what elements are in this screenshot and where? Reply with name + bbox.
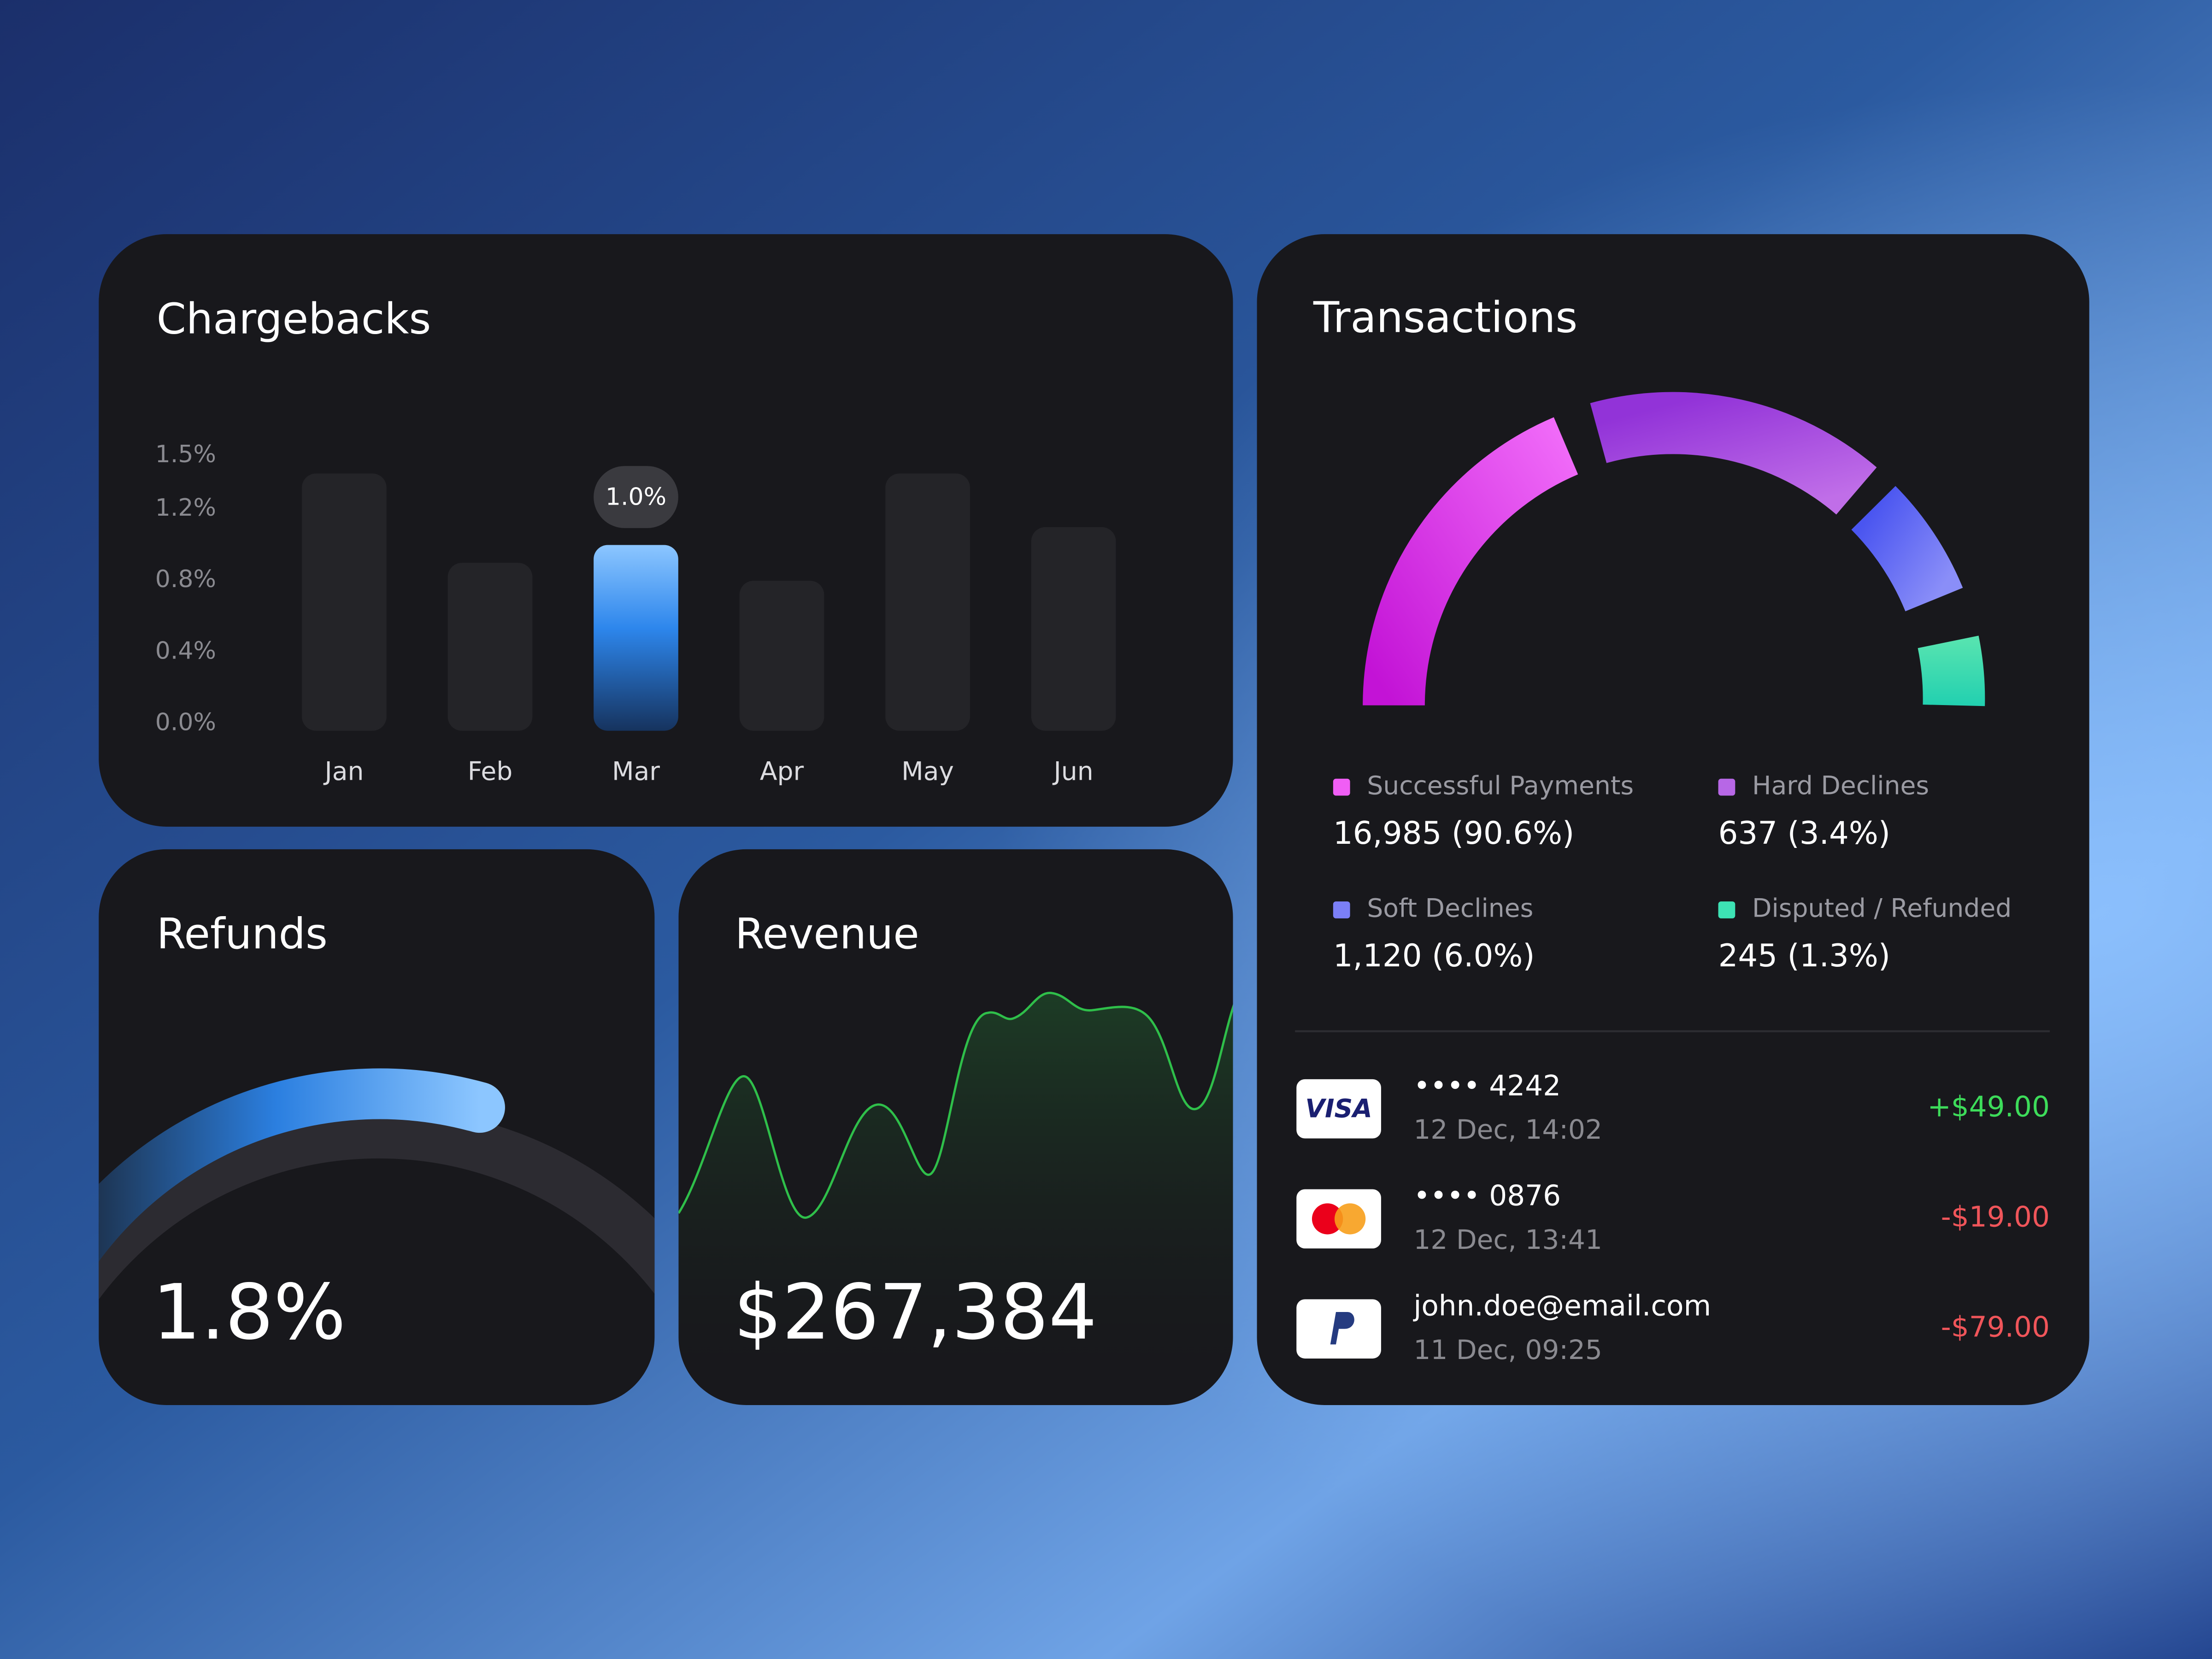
legend-value: 1,120 (6.0%)	[1333, 937, 1535, 974]
amount: -$19.00	[1941, 1200, 2050, 1233]
legend-value: 245 (1.3%)	[1718, 937, 1890, 974]
bar-chart: 0.0% 0.4% 0.8% 1.2% 1.5% Jan Feb Mar 1.0% Apr May J…	[155, 441, 1116, 786]
refunds-gauge	[99, 1068, 655, 1405]
date: 11 Dec, 09:25	[1413, 1334, 1602, 1365]
transactions-legend: Successful Payments 16,985 (90.6%) Hard De…	[1333, 771, 2012, 974]
gauge-segment	[1590, 392, 1877, 515]
gauge-segment	[1363, 417, 1578, 706]
amount: -$79.00	[1941, 1311, 2050, 1343]
legend-label: Hard Declines	[1752, 771, 1929, 800]
visa-logo: VISA	[1305, 1094, 1372, 1123]
account: john.doe@email.com	[1412, 1289, 1711, 1322]
account: •••• 4242	[1413, 1070, 1561, 1102]
mastercard-orange	[1334, 1203, 1366, 1235]
y-tick-label: 0.4%	[155, 637, 216, 665]
transactions-gauge	[1363, 392, 1985, 706]
revenue-value: $267,384	[734, 1268, 1097, 1357]
date: 12 Dec, 14:02	[1413, 1114, 1602, 1145]
mastercard-red	[1312, 1203, 1343, 1235]
revenue-line	[678, 987, 1233, 1219]
payment-icon	[1296, 1079, 1381, 1139]
bar	[302, 473, 387, 731]
value-label: 1.0%	[606, 483, 666, 511]
gauge-progress	[99, 1068, 505, 1366]
gauge-segment	[1918, 635, 1985, 706]
y-tick-label: 0.0%	[155, 708, 216, 736]
bar	[739, 581, 824, 731]
legend-swatch	[1718, 901, 1735, 918]
card-title: Chargebacks	[157, 294, 431, 343]
account: •••• 0876	[1413, 1180, 1561, 1212]
legend-label: Soft Declines	[1367, 894, 1533, 923]
card-title: Refunds	[157, 909, 328, 959]
gauge-segment	[1851, 486, 1963, 612]
x-tick-label: Mar	[612, 757, 660, 786]
card-title: Transactions	[1313, 293, 1577, 342]
date: 12 Dec, 13:41	[1413, 1224, 1602, 1255]
y-tick-label: 0.8%	[155, 565, 216, 593]
revenue-area	[678, 987, 1233, 1405]
bar	[447, 563, 533, 731]
card-title: Revenue	[735, 909, 919, 959]
x-tick-label: May	[901, 757, 954, 786]
legend-value: 16,985 (90.6%)	[1333, 815, 1574, 851]
transaction-list: VISA •••• 4242 12 Dec, 14:02 +$49.00 •••• 08…	[1296, 1070, 2050, 1365]
y-tick-label: 1.2%	[155, 494, 216, 522]
legend-label: Disputed / Refunded	[1752, 894, 2012, 923]
y-tick-label: 1.5%	[155, 441, 216, 468]
bar	[594, 545, 678, 731]
x-tick-label: Jun	[1053, 757, 1094, 786]
bar	[1031, 527, 1116, 731]
x-tick-label: Apr	[760, 757, 804, 786]
x-tick-label: Jan	[323, 757, 364, 786]
tooltip	[594, 466, 678, 528]
x-tick-label: Feb	[468, 757, 513, 786]
paypal-logo	[1330, 1312, 1354, 1345]
refunds-value: 1.8%	[153, 1268, 346, 1357]
bar	[885, 473, 970, 731]
amount: +$49.00	[1927, 1091, 2050, 1124]
revenue-sparkline	[678, 987, 1233, 1405]
legend-swatch	[1333, 901, 1350, 918]
gauge-track	[99, 1107, 655, 1405]
legend-label: Successful Payments	[1367, 771, 1634, 800]
legend-value: 637 (3.4%)	[1718, 815, 1890, 851]
legend-swatch	[1718, 778, 1735, 796]
legend-swatch	[1333, 778, 1350, 796]
